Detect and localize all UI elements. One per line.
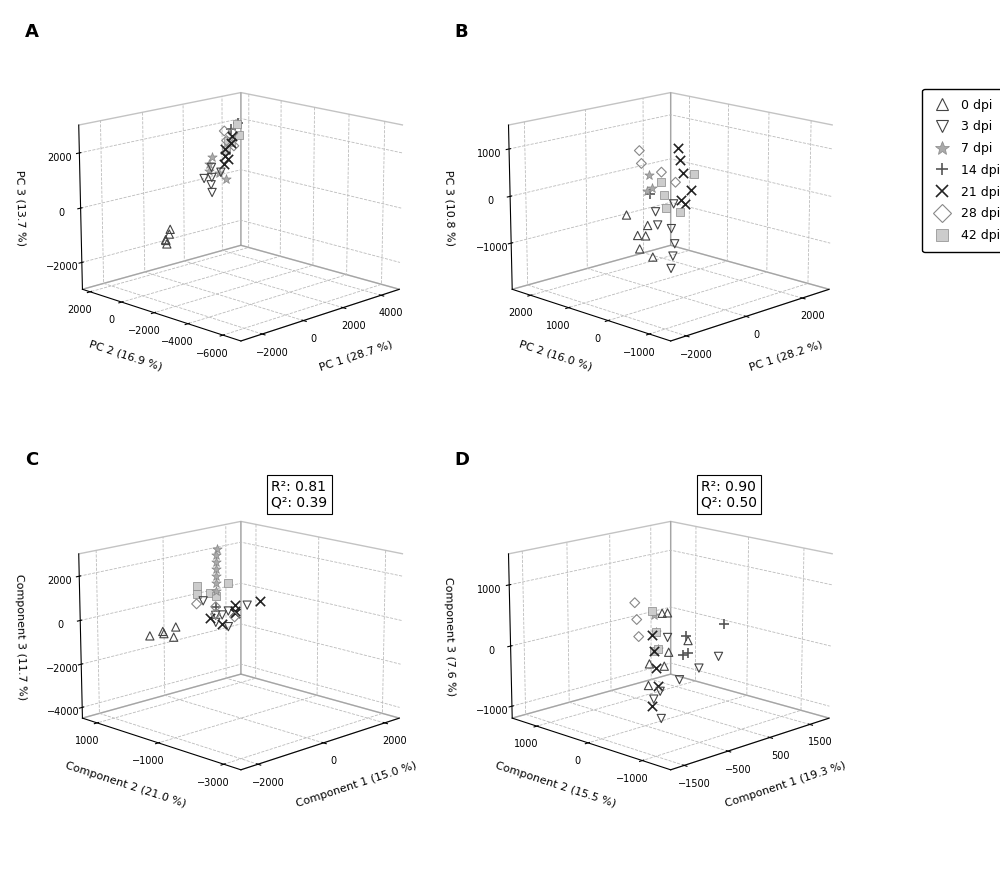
Y-axis label: Component 2 (15.5 %): Component 2 (15.5 %) xyxy=(494,760,617,809)
Y-axis label: Component 2 (21.0 %): Component 2 (21.0 %) xyxy=(64,760,187,809)
Text: R²: 0.90
Q²: 0.50: R²: 0.90 Q²: 0.50 xyxy=(701,479,757,510)
X-axis label: PC 1 (28.2 %): PC 1 (28.2 %) xyxy=(748,339,824,373)
Y-axis label: PC 2 (16.9 %): PC 2 (16.9 %) xyxy=(88,339,164,373)
Legend: 0 dpi, 3 dpi, 7 dpi, 14 dpi, 21 dpi, 28 dpi, 42 dpi: 0 dpi, 3 dpi, 7 dpi, 14 dpi, 21 dpi, 28 … xyxy=(922,89,1000,252)
Text: R²: 0.81
Q²: 0.39: R²: 0.81 Q²: 0.39 xyxy=(271,479,327,510)
X-axis label: Component 1 (19.3 %): Component 1 (19.3 %) xyxy=(724,760,847,809)
Text: B: B xyxy=(455,23,468,41)
Y-axis label: PC 2 (16.0 %): PC 2 (16.0 %) xyxy=(518,339,593,373)
Text: C: C xyxy=(25,451,38,470)
Text: D: D xyxy=(455,451,470,470)
X-axis label: Component 1 (15.0 %): Component 1 (15.0 %) xyxy=(294,760,417,809)
Text: A: A xyxy=(25,23,39,41)
X-axis label: PC 1 (28.7 %): PC 1 (28.7 %) xyxy=(318,339,394,373)
